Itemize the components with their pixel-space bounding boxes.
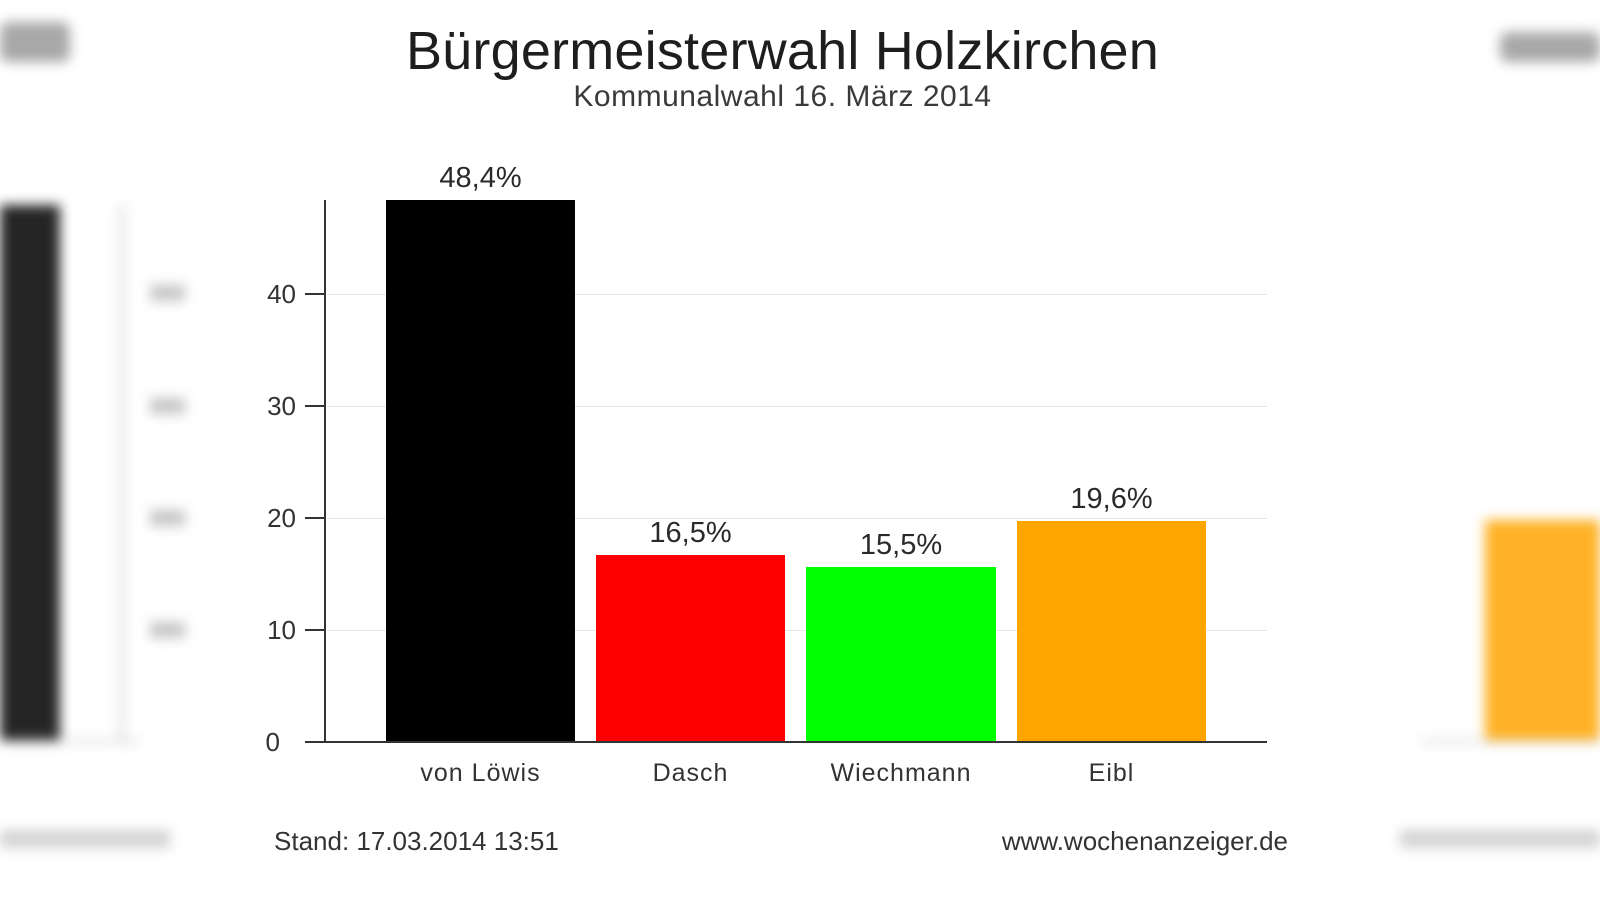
y-tick-40 [305, 293, 325, 295]
category-label-dasch: Dasch [652, 759, 729, 787]
x-axis [305, 741, 1267, 743]
y-tick-label-20: 20 [267, 503, 296, 533]
category-label-von-loewis: von Löwis [420, 759, 541, 787]
category-label-wiechmann: Wiechmann [830, 759, 972, 787]
y-tick-label-0: 0 [265, 727, 280, 757]
y-tick-10 [305, 629, 325, 631]
chart-subtitle: Kommunalwahl 16. März 2014 [573, 80, 992, 113]
timestamp-text: Stand: 17.03.2014 13:51 [274, 826, 559, 856]
y-axis [324, 200, 326, 743]
gridline-10 [327, 630, 1267, 631]
y-tick-30 [305, 405, 325, 407]
bar-wiechmann [806, 567, 996, 742]
bar-eibl [1017, 521, 1206, 742]
source-text: www.wochenanzeiger.de [1001, 826, 1288, 856]
chart-title: Bürgermeisterwahl Holzkirchen [405, 21, 1160, 81]
value-label-von-loewis: 48,4% [439, 162, 522, 194]
y-tick-label-30: 30 [267, 391, 296, 421]
gridline-40 [327, 294, 1267, 295]
gridline-30 [327, 406, 1267, 407]
gridline-20 [327, 518, 1267, 519]
y-tick-label-10: 10 [267, 615, 296, 645]
category-label-eibl: Eibl [1088, 759, 1135, 787]
blurred-background-right [1350, 0, 1600, 900]
blurred-background-left [0, 0, 250, 900]
bar-von-loewis [386, 200, 575, 742]
y-tick-label-40: 40 [267, 279, 296, 309]
y-tick-20 [305, 517, 325, 519]
value-label-dasch: 16,5% [649, 517, 732, 549]
value-label-wiechmann: 15,5% [859, 529, 943, 561]
bar-dasch [596, 555, 785, 742]
value-label-eibl: 19,6% [1070, 483, 1153, 515]
